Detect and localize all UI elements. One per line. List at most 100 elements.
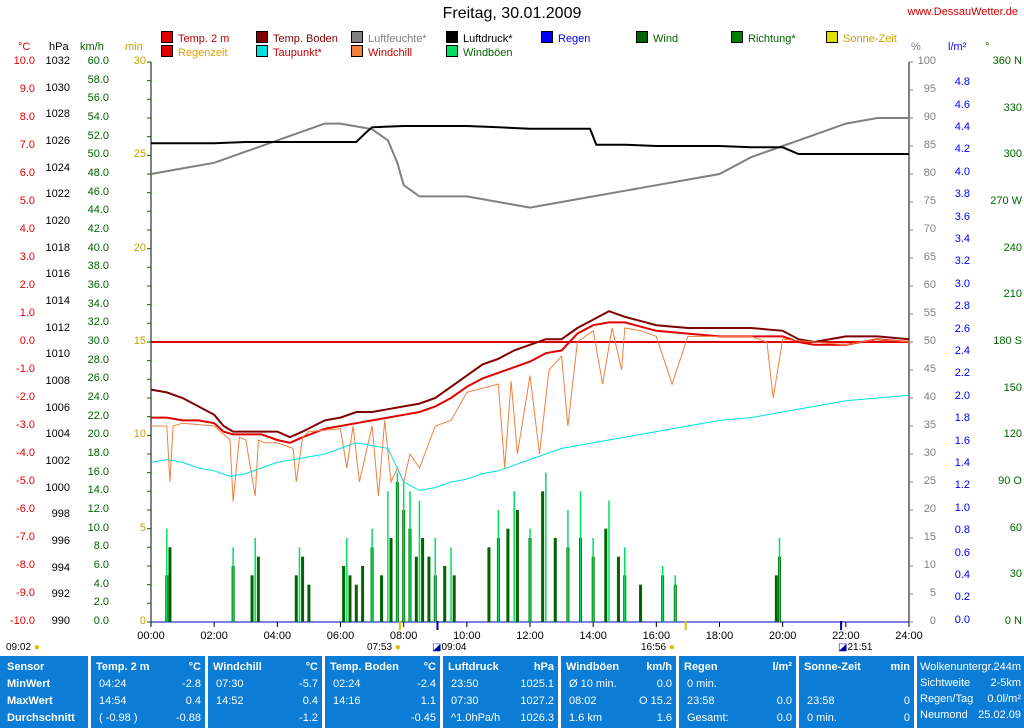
direction-axis-tick: 300 <box>1003 148 1022 161</box>
stats-header: Temp. 2 m <box>96 661 150 673</box>
wind-bar <box>515 510 519 622</box>
x-axis-tick: 14:00 <box>579 630 607 642</box>
humidity-axis-tick: 25 <box>923 475 936 487</box>
stats-header: Windböen <box>566 661 620 673</box>
legend-item: Taupunkt* <box>256 45 322 59</box>
pressure-axis-tick: 1032 <box>45 55 70 67</box>
pressure-axis-tick: 998 <box>51 508 70 521</box>
temp-axis-tick: -8.0 <box>16 559 35 571</box>
legend-item: Windböen <box>446 45 513 59</box>
legend-swatch <box>256 31 268 43</box>
gust-bar <box>409 491 411 622</box>
temp-axis-tick: 7.0 <box>19 139 35 151</box>
rain-axis-tick: 0.6 <box>954 546 970 559</box>
wind-bar <box>301 556 305 622</box>
legend-label: Luftfeuchte* <box>368 33 427 45</box>
wind-bar <box>389 538 393 622</box>
rain-axis-tick: 4.0 <box>954 165 970 178</box>
gust-bar <box>579 491 582 622</box>
rain-axis-tick: 3.6 <box>954 210 970 223</box>
temp-axis-tick: -2.0 <box>16 391 35 403</box>
gust-bar <box>567 510 569 622</box>
wind-axis-tick: 12.0 <box>87 503 109 515</box>
wind-bar <box>604 528 608 622</box>
pressure-axis-tick: 1012 <box>45 321 70 334</box>
legend-swatch <box>351 45 363 57</box>
gust-bar <box>387 491 389 622</box>
series-line-luftdruck- <box>151 125 909 155</box>
pressure-axis-tick: 1020 <box>45 215 70 227</box>
legend-label: Windböen <box>463 47 513 59</box>
legend-swatch <box>826 31 838 43</box>
pressure-axis-tick: 996 <box>51 535 70 547</box>
wind-bar <box>427 556 431 622</box>
gust-bar <box>434 538 436 622</box>
site-link[interactable]: www.DessauWetter.de <box>907 6 1018 18</box>
wind-bar <box>354 584 358 622</box>
stats-value: 1026.3 <box>520 712 554 724</box>
wind-bar <box>342 566 346 622</box>
humidity-axis-tick: 90 <box>923 111 936 123</box>
series-line-temp-boden <box>150 310 910 439</box>
legend-swatch <box>541 31 553 43</box>
chart-title: Freitag, 30.01.2009 <box>442 5 582 22</box>
pressure-axis-tick: 1006 <box>45 401 70 414</box>
temp-axis-tick: 8.0 <box>19 111 35 123</box>
pressure-axis-tick: 1022 <box>45 188 70 201</box>
pressure-axis-tick: 990 <box>51 615 70 627</box>
left-time-label: 09:02 ● <box>6 642 40 653</box>
minutes-axis-tick: 30 <box>133 55 146 67</box>
rain-axis-tick: 2.0 <box>954 389 970 402</box>
stats-time: Ø 10 min. <box>569 678 617 690</box>
stats-unit: hPa <box>533 661 554 673</box>
pressure-axis-tick: 992 <box>51 588 70 601</box>
pressure-axis-tick: 1014 <box>45 295 70 307</box>
gust-bar <box>166 528 168 622</box>
wind-axis-tick: 20.0 <box>87 428 109 441</box>
x-axis-tick: 18:00 <box>705 630 734 642</box>
stats-separator <box>440 656 443 728</box>
moonset-label: ◪21:51 <box>838 642 873 653</box>
legend-label: Richtung* <box>748 33 796 45</box>
wind-bar <box>294 575 298 622</box>
gust-bar <box>661 566 664 622</box>
stats-value: 1.6 <box>656 712 672 724</box>
humidity-axis-tick: 95 <box>923 83 936 95</box>
legend-swatch <box>351 31 363 43</box>
wind-axis-tick: 4.0 <box>93 577 109 590</box>
info-value: 0.0l/m² <box>987 693 1021 705</box>
stats-time: 04:24 <box>99 678 127 690</box>
rain-axis-tick: 3.8 <box>954 188 970 201</box>
wind-axis-tick: 60.0 <box>87 55 109 67</box>
wind-bar <box>639 584 643 622</box>
stats-row-label-avg: Durchschnitt <box>7 712 75 724</box>
temp-axis-tick: -4.0 <box>16 447 35 459</box>
stats-value: -1.2 <box>299 712 318 724</box>
direction-axis-tick: 120 <box>1003 428 1022 441</box>
stats-time: 08:02 <box>569 695 597 707</box>
humidity-axis-tick: 70 <box>923 223 936 235</box>
temp-axis-tick: 2.0 <box>19 279 35 291</box>
legend-swatch <box>161 45 173 57</box>
stats-value: -5.7 <box>299 678 318 690</box>
x-axis-tick: 12:00 <box>516 630 544 642</box>
humidity-axis-tick: 20 <box>923 503 936 515</box>
wind-axis-tick: 58.0 <box>87 73 109 86</box>
legend-label: Temp. 2 m <box>178 33 230 45</box>
stats-header: Regen <box>684 661 718 673</box>
temp-axis-tick: 6.0 <box>19 167 35 179</box>
wind-axis-tick: 6.0 <box>93 559 109 571</box>
minutes-axis-tick: 10 <box>133 428 146 441</box>
direction-axis-tick: 330 <box>1003 101 1022 114</box>
wind-bar <box>506 528 510 622</box>
temp-axis-tick: -7.0 <box>16 531 35 543</box>
gust-bar <box>608 500 610 622</box>
humidity-axis-tick: 55 <box>923 307 936 319</box>
wind-axis-tick: 36.0 <box>87 279 109 291</box>
stats-time: Gesamt: <box>687 712 729 724</box>
gust-bar <box>674 575 677 622</box>
humidity-axis-tick: 10 <box>923 559 936 571</box>
temp-axis-tick: 10.0 <box>13 55 35 67</box>
temp-axis-tick: 5.0 <box>19 195 35 207</box>
x-axis-tick: 08:00 <box>389 630 418 642</box>
